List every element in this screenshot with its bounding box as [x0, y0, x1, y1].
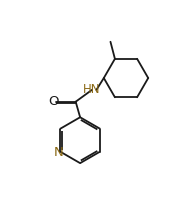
- Text: HN: HN: [83, 83, 100, 96]
- Text: O: O: [48, 95, 58, 108]
- Text: N: N: [54, 146, 63, 159]
